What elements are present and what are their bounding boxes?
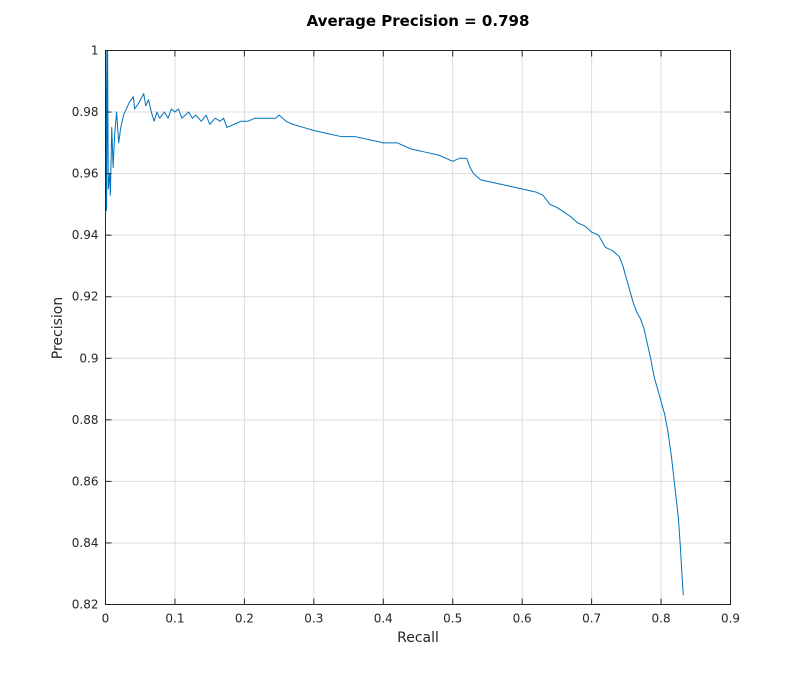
chart-title: Average Precision = 0.798	[307, 12, 530, 30]
y-tick-label: 0.86	[72, 474, 99, 488]
x-tick-label: 0.8	[652, 612, 671, 626]
y-tick-label: 1	[91, 44, 99, 58]
y-tick-label: 0.96	[72, 167, 99, 181]
x-tick-label: 0.3	[304, 612, 323, 626]
x-axis-label: Recall	[397, 630, 439, 646]
x-tick-label: 0.4	[374, 612, 393, 626]
x-tick-label: 0.5	[443, 612, 462, 626]
y-tick-label: 0.82	[72, 598, 99, 612]
x-tick-label: 0	[102, 612, 110, 626]
x-tick-label: 0.6	[513, 612, 532, 626]
x-tick-label: 0.7	[582, 612, 601, 626]
y-axis-label: Precision	[50, 297, 66, 359]
x-tick-label: 0.2	[235, 612, 254, 626]
gridlines	[105, 50, 731, 605]
x-tick-label: 0.9	[721, 612, 740, 626]
axes-frame	[105, 50, 731, 605]
axis-ticks: 0 0.1 0.2 0.3 0.4 0.5 0.6 0.7 0.8 0.9 0.82 0.84 0.86…	[72, 44, 740, 626]
y-tick-label: 0.98	[72, 105, 99, 119]
y-tick-label: 0.94	[72, 228, 99, 242]
y-tick-label: 0.84	[72, 536, 99, 550]
plot-area	[105, 50, 684, 596]
y-tick-label: 0.92	[72, 290, 99, 304]
x-tick-label: 0.1	[165, 612, 184, 626]
y-tick-label: 0.9	[79, 351, 98, 365]
precision-recall-curve	[105, 50, 684, 596]
y-tick-label: 0.88	[72, 413, 99, 427]
